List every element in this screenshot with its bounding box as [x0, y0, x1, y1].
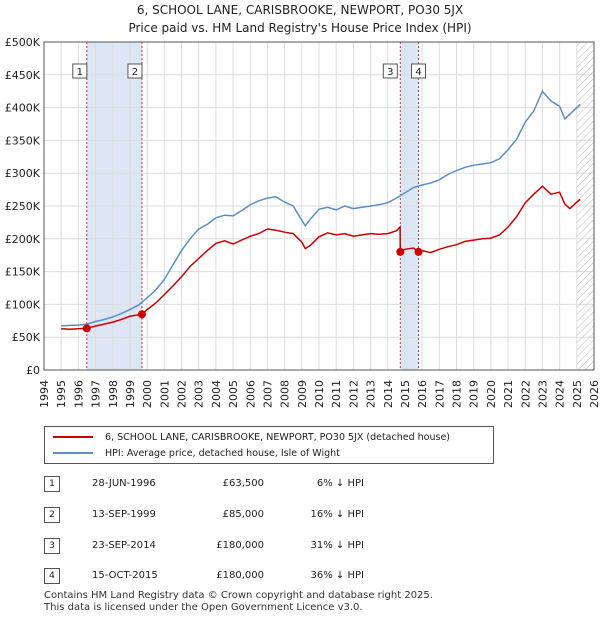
transaction-hpi-diff: 31% ↓ HPI [310, 540, 364, 551]
x-tick-label: 2001 [158, 380, 171, 408]
x-tick-label: 2007 [261, 380, 274, 408]
chart-subtitle: Price paid vs. HM Land Registry's House … [128, 21, 472, 35]
transaction-number: 3 [44, 538, 60, 554]
y-tick-label: £200K [5, 233, 41, 246]
legend-item-hpi: HPI: Average price, detached house, Isle… [53, 446, 340, 460]
x-tick-label: 2006 [244, 380, 257, 408]
x-tick-label: 2016 [416, 380, 429, 408]
sale-label-number: 3 [387, 67, 393, 78]
sale-label-box [72, 63, 88, 79]
x-tick-label: 1998 [107, 380, 120, 408]
y-tick-label: £0 [26, 364, 40, 377]
x-tick-label: 2021 [502, 380, 515, 408]
price-chart: £0 £50K £100K £150K £200K £250K £300K £350K £400… [5, 36, 600, 408]
x-tick-label: 2005 [227, 380, 240, 408]
x-tick-label: 2012 [347, 380, 360, 408]
transaction-date: 23-SEP-2014 [92, 540, 156, 551]
transaction-row: 2 13-SEP-1999 £85,000 16% ↓ HPI [44, 507, 584, 525]
transaction-hpi-diff: 6% ↓ HPI [316, 478, 364, 489]
transaction-row: 3 23-SEP-2014 £180,000 31% ↓ HPI [44, 538, 584, 556]
legend-item-property: 6, SCHOOL LANE, CARISBROOKE, NEWPORT, PO… [53, 430, 450, 444]
x-tick-label: 2010 [313, 380, 326, 408]
x-tick-label: 2014 [382, 380, 395, 408]
sale-label-box [411, 63, 427, 79]
legend-swatch-hpi [53, 452, 93, 454]
sale-point [396, 247, 405, 256]
footer-licence: This data is licensed under the Open Gov… [44, 602, 363, 613]
transaction-row: 4 15-OCT-2015 £180,000 36% ↓ HPI [44, 568, 584, 586]
sale-point [82, 324, 91, 333]
sale-label-number: 4 [415, 67, 421, 78]
chart-title: 6, SCHOOL LANE, CARISBROOKE, NEWPORT, PO… [136, 3, 464, 17]
transaction-date: 15-OCT-2015 [92, 570, 158, 581]
sale-label-box [382, 63, 398, 79]
x-tick-label: 2019 [468, 380, 481, 408]
y-tick-label: £250K [5, 200, 41, 213]
transaction-hpi-diff: 36% ↓ HPI [310, 570, 364, 581]
x-tick-label: 2020 [485, 380, 498, 408]
x-tick-label: 2004 [210, 380, 223, 408]
legend: 6, SCHOOL LANE, CARISBROOKE, NEWPORT, PO… [44, 426, 494, 464]
transaction-price: £180,000 [216, 540, 264, 551]
legend-swatch-property [53, 436, 93, 438]
transaction-date: 28-JUN-1996 [92, 478, 156, 489]
x-tick-label: 1997 [90, 380, 103, 408]
transaction-number: 4 [44, 568, 60, 584]
x-tick-label: 2011 [330, 380, 343, 408]
y-tick-label: £450K [5, 69, 41, 82]
x-tick-label: 2025 [571, 380, 584, 408]
transaction-number: 1 [44, 476, 60, 492]
legend-label-hpi: HPI: Average price, detached house, Isle… [105, 447, 340, 459]
x-tick-label: 2026 [588, 380, 600, 408]
legend-label-property: 6, SCHOOL LANE, CARISBROOKE, NEWPORT, PO… [105, 431, 450, 443]
plot-border [43, 41, 595, 371]
transaction-price: £85,000 [222, 509, 264, 520]
x-tick-label: 2023 [536, 380, 549, 408]
x-tick-label: 1995 [55, 380, 68, 408]
x-tick-label: 2003 [193, 380, 206, 408]
x-tick-label: 1996 [72, 380, 85, 408]
x-tick-label: 1994 [38, 380, 51, 408]
sale-label-number: 2 [132, 67, 138, 78]
x-tick-label: 2022 [519, 380, 532, 408]
y-tick-label: £500K [5, 36, 41, 49]
y-tick-label: £300K [5, 167, 41, 180]
x-tick-label: 2013 [365, 380, 378, 408]
y-tick-label: £400K [5, 102, 41, 115]
x-tick-label: 2002 [176, 380, 189, 408]
y-tick-label: £50K [12, 331, 41, 344]
sale-label-box [127, 63, 143, 79]
forecast-hatch [576, 42, 594, 370]
transaction-number: 2 [44, 507, 60, 523]
sale-point [414, 247, 423, 256]
x-tick-label: 2009 [296, 380, 309, 408]
footer-copyright: Contains HM Land Registry data © Crown c… [44, 590, 433, 601]
transaction-row: 1 28-JUN-1996 £63,500 6% ↓ HPI [44, 476, 584, 494]
x-tick-label: 1999 [124, 380, 137, 408]
hpi-line [61, 89, 581, 327]
y-tick-label: £100K [5, 298, 41, 311]
property-price-line [61, 185, 581, 331]
y-tick-label: £350K [5, 134, 41, 147]
transaction-hpi-diff: 16% ↓ HPI [310, 509, 364, 520]
transaction-price: £63,500 [222, 478, 264, 489]
sale-point [137, 310, 146, 319]
x-tick-label: 2017 [433, 380, 446, 408]
transaction-date: 13-SEP-1999 [92, 509, 156, 520]
x-tick-label: 2018 [451, 380, 464, 408]
x-tick-label: 2024 [554, 380, 567, 408]
x-tick-label: 2015 [399, 380, 412, 408]
transaction-price: £180,000 [216, 570, 264, 581]
y-tick-label: £150K [5, 266, 41, 279]
x-tick-label: 2000 [141, 380, 154, 408]
sale-label-number: 1 [77, 67, 83, 78]
x-tick-label: 2008 [279, 380, 292, 408]
